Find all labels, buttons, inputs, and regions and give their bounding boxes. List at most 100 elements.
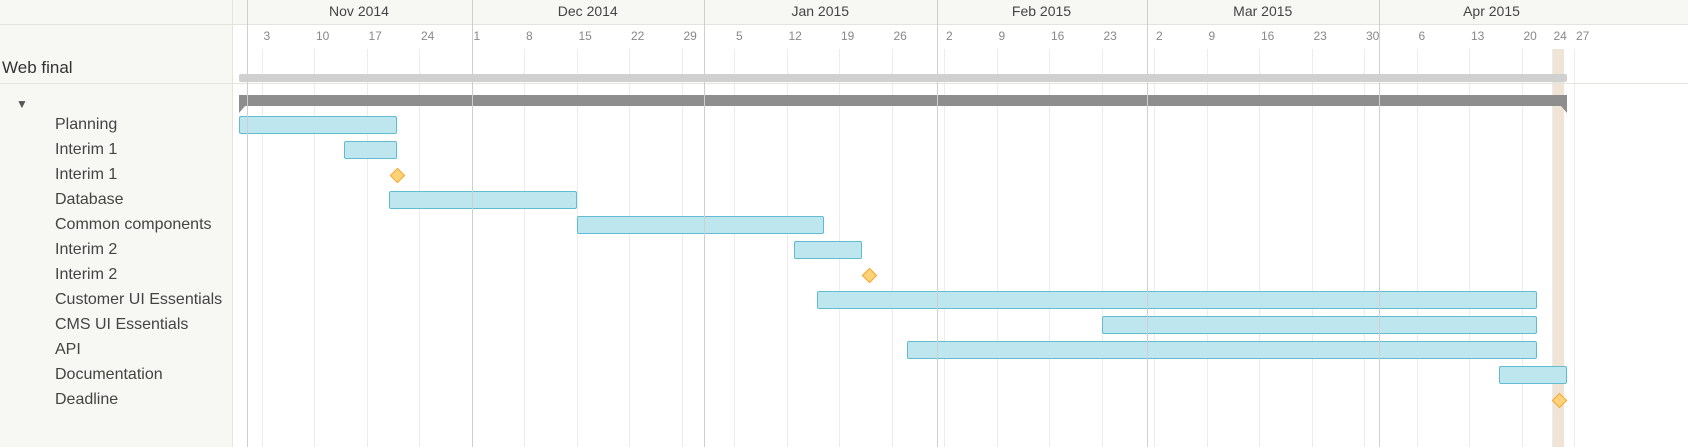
gantt-timeline: Nov 2014 Dec 2014 Jan 2015 Feb 2015 Mar 2015… bbox=[233, 0, 1688, 447]
task-bar[interactable] bbox=[389, 191, 577, 209]
week-tick-label: 10 bbox=[316, 29, 330, 43]
week-gridline bbox=[314, 25, 315, 447]
week-gridline bbox=[1049, 25, 1050, 447]
week-gridline bbox=[419, 25, 420, 447]
week-gridline bbox=[629, 25, 630, 447]
week-tick-label: 8 bbox=[526, 29, 533, 43]
task-label[interactable]: Database bbox=[55, 191, 124, 208]
week-gridline bbox=[1469, 25, 1470, 447]
sidebar-divider bbox=[0, 83, 232, 84]
task-label[interactable]: Interim 2 bbox=[55, 266, 118, 283]
week-tick-label: 20 bbox=[1523, 29, 1537, 43]
week-tick-label: 24 bbox=[421, 29, 435, 43]
task-label[interactable]: Interim 1 bbox=[55, 166, 118, 183]
group-summary-bar[interactable] bbox=[239, 95, 1567, 113]
week-tick-label: 6 bbox=[1418, 29, 1426, 43]
task-label[interactable]: Deadline bbox=[55, 391, 119, 408]
task-label[interactable]: CMS UI Essentials bbox=[55, 316, 189, 333]
week-tick-label: 3 bbox=[263, 29, 271, 43]
week-tick-label: 24 bbox=[1553, 29, 1567, 43]
week-tick-label: 19 bbox=[841, 29, 855, 43]
week-tick-label: 9 bbox=[1208, 29, 1216, 43]
week-gridline bbox=[524, 25, 525, 447]
month-label: Mar 2015 bbox=[1233, 3, 1293, 19]
week-gridline bbox=[1101, 25, 1103, 447]
month-label: Jan 2015 bbox=[791, 3, 850, 19]
milestone-diamond-icon[interactable] bbox=[389, 167, 405, 184]
week-tick-label: 23 bbox=[1313, 29, 1327, 43]
week-tick-label: 16 bbox=[1051, 29, 1065, 43]
week-tick-label: 5 bbox=[736, 29, 743, 43]
task-label[interactable]: Interim 2 bbox=[55, 241, 118, 258]
week-header: 3 10 17 24 1 8 15 22 29 5 12 19 26 2 9 16 23 2 9 16 23 30 6 13 2… bbox=[233, 25, 1688, 49]
collapse-triangle-icon[interactable]: ▼ bbox=[16, 97, 28, 111]
week-tick-label: 2 bbox=[946, 29, 953, 43]
header-divider bbox=[233, 83, 1688, 84]
week-tick-label: 27 bbox=[1576, 29, 1590, 43]
month-label: Feb 2015 bbox=[1011, 3, 1072, 19]
project-title[interactable]: Web final bbox=[2, 58, 73, 77]
task-bar[interactable] bbox=[816, 291, 1537, 309]
today-marker bbox=[1551, 25, 1564, 447]
task-label[interactable]: Customer UI Essentials bbox=[55, 291, 223, 308]
week-tick-label: 26 bbox=[893, 29, 907, 43]
task-label[interactable]: Interim 1 bbox=[55, 141, 118, 158]
project-summary-bar[interactable] bbox=[239, 74, 1567, 82]
week-gridline bbox=[576, 25, 578, 447]
week-tick-label: 23 bbox=[1103, 29, 1117, 43]
week-tick-label: 16 bbox=[1261, 29, 1275, 43]
month-separator bbox=[704, 0, 705, 447]
week-gridline bbox=[1154, 25, 1155, 447]
month-separator bbox=[471, 0, 473, 447]
week-gridline bbox=[1574, 25, 1575, 447]
week-tick-label: 15 bbox=[578, 29, 592, 43]
week-gridline bbox=[839, 25, 840, 447]
week-tick-label: 30 bbox=[1366, 29, 1380, 43]
week-gridline bbox=[786, 25, 788, 447]
week-tick-label: 13 bbox=[1471, 29, 1485, 43]
week-gridline bbox=[734, 25, 735, 447]
week-tick-label: 22 bbox=[631, 29, 645, 43]
task-bar[interactable] bbox=[576, 216, 824, 234]
task-label[interactable]: API bbox=[55, 341, 81, 358]
task-bar[interactable] bbox=[1101, 316, 1537, 334]
month-header: Nov 2014 Dec 2014 Jan 2015 Feb 2015 Mar 2015… bbox=[233, 0, 1688, 25]
month-separator bbox=[1379, 0, 1380, 447]
task-label[interactable]: Common components bbox=[55, 216, 212, 233]
week-tick-label: 2 bbox=[1156, 29, 1163, 43]
week-gridline bbox=[681, 25, 683, 447]
week-gridline bbox=[366, 25, 368, 447]
month-label: Nov 2014 bbox=[329, 3, 389, 19]
task-bar[interactable] bbox=[1499, 366, 1567, 384]
task-bar[interactable] bbox=[239, 116, 397, 134]
week-gridline bbox=[1551, 25, 1553, 447]
week-gridline bbox=[1259, 25, 1260, 447]
task-label[interactable]: Documentation bbox=[55, 366, 163, 383]
week-tick-label: 1 bbox=[473, 29, 481, 43]
week-gridline bbox=[996, 25, 998, 447]
month-separator bbox=[246, 0, 248, 447]
week-gridline bbox=[944, 25, 945, 447]
task-bar[interactable] bbox=[344, 141, 397, 159]
week-gridline bbox=[1206, 25, 1208, 447]
task-sidebar: Web final ▼ Planning Interim 1 Interim 1 Da… bbox=[0, 0, 233, 447]
week-gridline bbox=[1521, 25, 1523, 447]
month-label: Dec 2014 bbox=[557, 3, 618, 19]
week-tick-label: 12 bbox=[788, 29, 802, 43]
week-gridline bbox=[891, 25, 893, 447]
task-bar[interactable] bbox=[906, 341, 1537, 359]
week-tick-label: 9 bbox=[998, 29, 1006, 43]
week-gridline bbox=[1311, 25, 1313, 447]
task-label[interactable]: Planning bbox=[55, 116, 118, 133]
month-label: Apr 2015 bbox=[1463, 3, 1520, 19]
week-gridline bbox=[261, 25, 263, 447]
week-gridline bbox=[1364, 25, 1365, 447]
milestone-diamond-icon[interactable] bbox=[861, 267, 878, 284]
week-tick-label: 17 bbox=[368, 29, 382, 43]
task-bar[interactable] bbox=[794, 241, 862, 259]
month-separator bbox=[1146, 0, 1148, 447]
week-tick-label: 29 bbox=[683, 29, 697, 43]
sidebar-header bbox=[0, 0, 232, 25]
month-separator bbox=[936, 0, 938, 447]
week-gridline bbox=[1416, 25, 1418, 447]
